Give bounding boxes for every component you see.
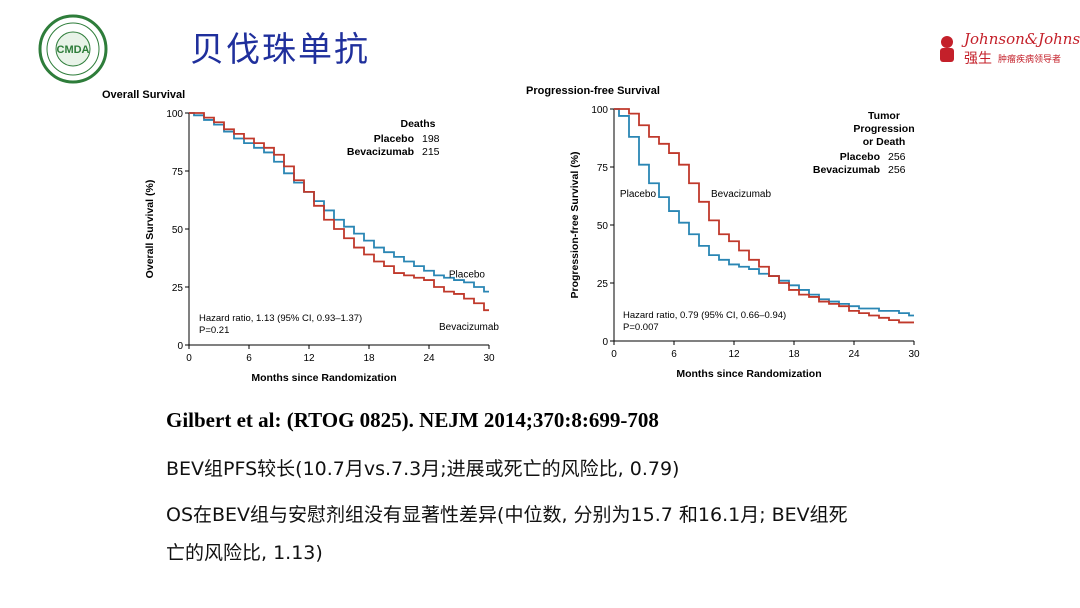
x-tick-label: 12 xyxy=(728,349,740,360)
y-tick-label: 75 xyxy=(597,163,609,174)
x-tick-label: 12 xyxy=(303,353,315,364)
jnj-cn: 强生 xyxy=(964,51,992,67)
y-tick-label: 100 xyxy=(166,109,183,120)
y-tick-label: 100 xyxy=(591,105,608,116)
x-tick-label: 18 xyxy=(363,353,375,364)
x-tick-label: 30 xyxy=(483,353,495,364)
bullet-pfs: BEV组PFS较长(10.7月vs.7.3月;进展或死亡的风险比, 0.79) xyxy=(166,458,680,480)
legend-row-value: 256 xyxy=(888,164,906,176)
y-axis-label: Progression-free Survival (%) xyxy=(569,151,581,298)
jnj-tagline: 肿瘤疾病领导者 xyxy=(998,55,1062,65)
x-tick-label: 18 xyxy=(788,349,800,360)
stat-annotation: Hazard ratio, 1.13 (95% CI, 0.93–1.37) xyxy=(199,313,362,324)
y-tick-label: 75 xyxy=(172,167,184,178)
chart-title: Progression-free Survival xyxy=(526,85,660,97)
cmda-logo-text: CMDA xyxy=(57,44,90,56)
y-tick-label: 50 xyxy=(597,221,609,232)
y-tick-label: 25 xyxy=(172,283,184,294)
citation: Gilbert et al: (RTOG 0825). NEJM 2014;37… xyxy=(166,408,659,432)
x-tick-label: 6 xyxy=(246,353,252,364)
chart-title: Overall Survival xyxy=(102,89,185,101)
legend-title: Deaths xyxy=(400,118,435,130)
legend-row-value: 256 xyxy=(888,151,906,163)
overall-survival-chart: Overall Survival 0 25 50 75 100 0 6 12 18 24 30 Mont… xyxy=(102,89,499,384)
x-tick-label: 6 xyxy=(671,349,677,360)
series-label-bevacizumab: Bevacizumab xyxy=(439,322,499,333)
x-tick-label: 0 xyxy=(186,353,192,364)
bullet-os: OS在BEV组与安慰剂组没有显著性差异(中位数, 分别为15.7 和16.1月;… xyxy=(166,504,848,564)
series-line-placebo xyxy=(614,108,914,317)
x-axis-label: Months since Randomization xyxy=(251,372,396,384)
jnj-mark-icon xyxy=(940,36,954,62)
x-tick-label: 0 xyxy=(611,349,617,360)
slide-title: 贝伐珠单抗 xyxy=(190,30,370,70)
stat-annotation: P=0.007 xyxy=(623,322,659,333)
legend-row-value: 198 xyxy=(422,133,440,145)
series-line-bevacizumab xyxy=(189,112,489,312)
legend-row-name: Bevacizumab xyxy=(347,146,414,158)
y-tick-label: 0 xyxy=(177,341,183,352)
x-tick-label: 24 xyxy=(423,353,435,364)
x-tick-label: 30 xyxy=(908,349,920,360)
legend-row-value: 215 xyxy=(422,146,440,158)
cmda-logo: CMDA xyxy=(38,14,108,84)
y-tick-label: 0 xyxy=(602,337,608,348)
legend-title: or Death xyxy=(863,136,906,148)
x-axis-label: Months since Randomization xyxy=(676,368,821,380)
series-line-placebo xyxy=(189,112,489,293)
legend-row-name: Bevacizumab xyxy=(813,164,880,176)
x-tick-label: 24 xyxy=(848,349,860,360)
pfs-chart: Progression-free Survival 0 25 50 75 100 0 6 12 1… xyxy=(526,85,920,380)
series-label-placebo: Placebo xyxy=(449,270,486,281)
series-label-bevacizumab: Bevacizumab xyxy=(711,189,771,200)
legend-title: Tumor xyxy=(868,110,900,122)
jnj-logo: Johnson&Johnson 强生 肿瘤疾病领导者 xyxy=(932,28,1080,72)
series-label-placebo: Placebo xyxy=(620,189,657,200)
legend-row-name: Placebo xyxy=(840,151,880,163)
y-axis-label: Overall Survival (%) xyxy=(144,180,156,279)
y-tick-label: 50 xyxy=(172,225,184,236)
legend-title: Progression xyxy=(853,123,914,135)
jnj-brand: Johnson&Johnson xyxy=(964,30,1080,48)
series-line-bevacizumab xyxy=(614,108,914,324)
stat-annotation: P=0.21 xyxy=(199,325,229,336)
y-tick-label: 25 xyxy=(597,279,609,290)
stat-annotation: Hazard ratio, 0.79 (95% CI, 0.66–0.94) xyxy=(623,310,786,321)
legend-row-name: Placebo xyxy=(374,133,414,145)
